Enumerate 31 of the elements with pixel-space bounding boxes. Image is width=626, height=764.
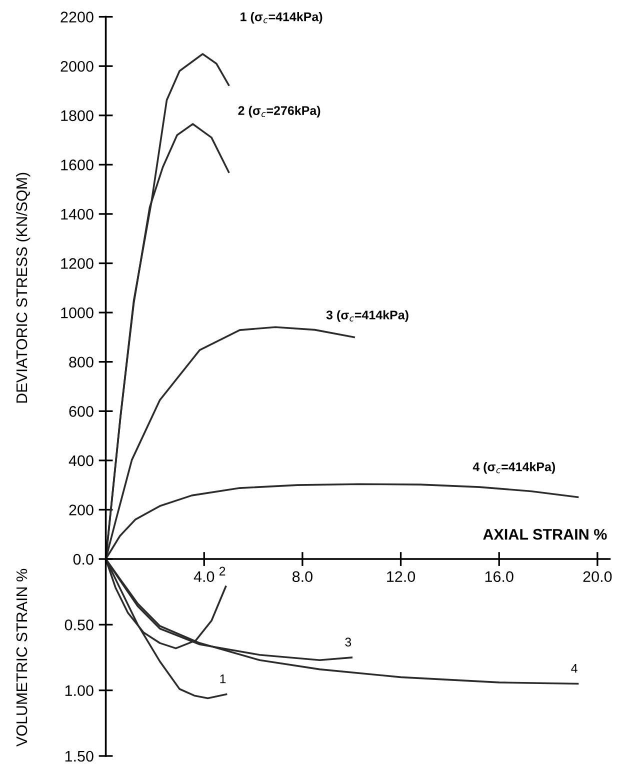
y-tick-label: 0.50 — [64, 620, 94, 630]
x-tick-label: 4.0 — [194, 571, 214, 582]
y-tick-label: 600 — [69, 406, 94, 417]
x-tick-label: 8.0 — [292, 571, 312, 582]
y-tick-label: 1400 — [61, 208, 94, 220]
y-tick-label: 1.00 — [65, 685, 94, 696]
y-tick-label: 2000 — [60, 60, 94, 72]
y-tick-label: 2200 — [60, 12, 94, 22]
y-tick-label: 1000 — [61, 307, 94, 318]
y-axis-title: DEVIATORIC STRESS (KN/SQM) — [16, 172, 30, 403]
y-tick-label: 1.50 — [65, 750, 94, 762]
annotation: 3 — [345, 638, 352, 647]
annotation: 1 (σ$_{c}$=414kPa) — [240, 12, 322, 24]
x-axis-title: AXIAL STRAIN % — [483, 528, 607, 540]
y-tick-label: 1600 — [61, 160, 94, 170]
annotation: 2 — [219, 566, 226, 576]
x-tick-label: 12.0 — [387, 571, 416, 582]
annotation: 4 (σ$_{c}$=414kPa) — [472, 462, 556, 474]
y-tick-label: 1800 — [61, 110, 94, 122]
annotation: 2 (σ$_{c}$=276kPa) — [238, 106, 320, 118]
annotation: 3 (σ$_{c}$=414kPa) — [326, 310, 408, 322]
y-tick-label: 0.0 — [73, 554, 94, 565]
x-tick-label: 16.0 — [485, 571, 514, 582]
annotation: 4 — [571, 664, 578, 673]
y-tick-label: 400 — [68, 455, 94, 466]
y-tick-label: 200 — [69, 504, 94, 516]
x-tick-label: 20.0 — [583, 571, 612, 582]
y-tick-label: 1200 — [61, 258, 94, 269]
y-axis-title: VOLUMETRIC STRAIN % — [16, 568, 28, 747]
y-tick-label: 800 — [69, 356, 94, 368]
annotation: 1 — [220, 674, 226, 684]
